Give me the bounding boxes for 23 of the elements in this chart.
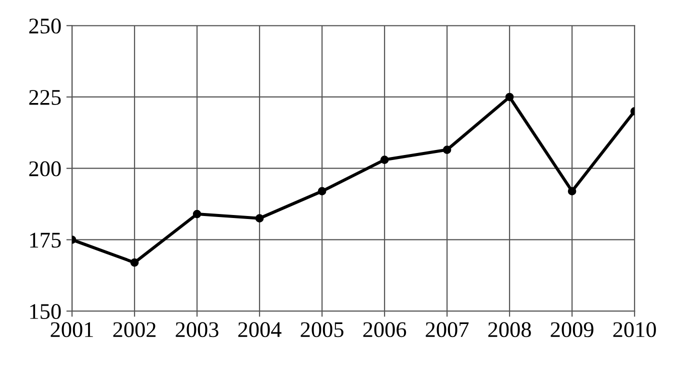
- x-tick-label: 2009: [550, 322, 594, 338]
- y-tick-label: 225: [29, 90, 61, 105]
- y-tick-label: 200: [29, 161, 61, 176]
- x-tick-label: 2006: [363, 322, 406, 338]
- x-tick-label: 2010: [613, 322, 656, 338]
- x-tick-label: 2007: [426, 322, 469, 338]
- x-tick-label: 2004: [238, 322, 282, 338]
- x-tick-label: 2002: [113, 322, 156, 338]
- y-tick-label: 150: [30, 304, 61, 320]
- y-tick-label: 250: [29, 18, 61, 34]
- point: [442, 146, 452, 154]
- x-tick-label: 2008: [488, 322, 531, 338]
- point: [568, 187, 576, 196]
- point: [318, 187, 326, 196]
- point: [255, 214, 264, 222]
- point: [505, 92, 514, 102]
- point: [192, 210, 202, 218]
- point: [130, 258, 139, 267]
- x-tick-label: 2001: [50, 322, 93, 338]
- point: [380, 156, 389, 164]
- x-tick-label: 2005: [300, 322, 344, 338]
- x-tick-label: 2003: [176, 322, 218, 338]
- y-tick-label: 175: [30, 232, 61, 248]
